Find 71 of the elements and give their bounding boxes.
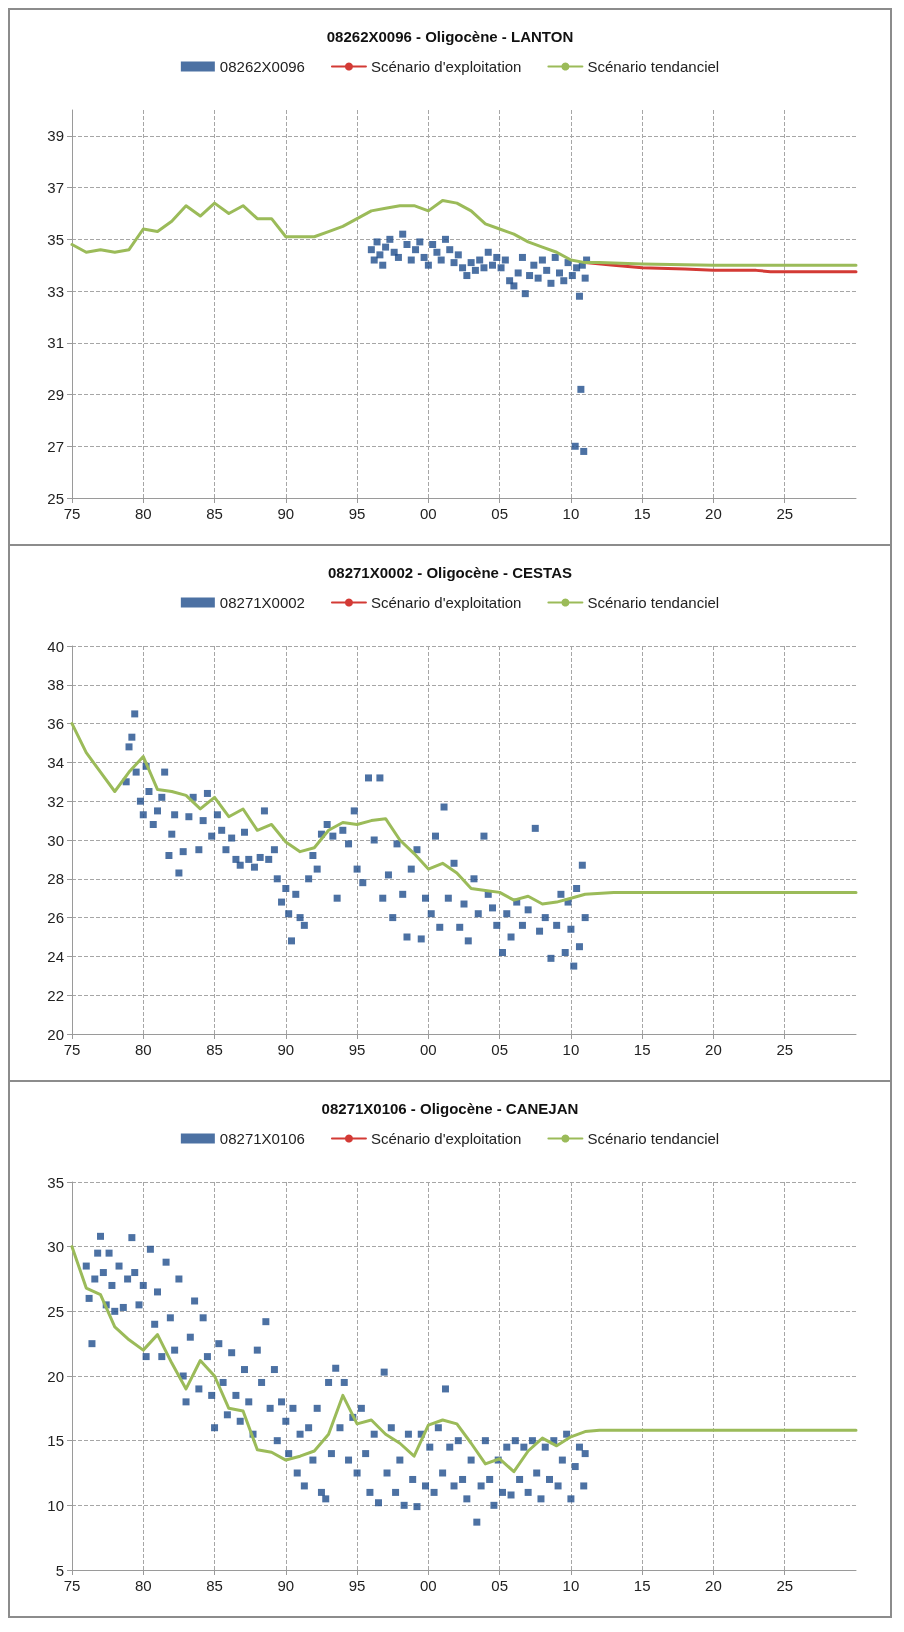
x-tick-label: 20 (705, 1577, 722, 1594)
x-tick-label: 80 (134, 1577, 152, 1594)
x-tick-label: 10 (562, 1577, 580, 1594)
chart-title: 08271X0106 - Oligocène - CANEJAN (321, 1100, 579, 1117)
y-tick-label: 36 (47, 715, 64, 733)
x-tick-label: 05 (491, 1041, 508, 1058)
x-tick-label: 15 (633, 505, 651, 522)
x-tick-label: 10 (562, 505, 580, 522)
x-tick-label: 95 (348, 1041, 366, 1058)
y-tick-label: 25 (47, 1302, 64, 1320)
y-tick-label: 30 (47, 831, 64, 849)
y-tick-label: 22 (47, 986, 64, 1004)
x-tick-label: 80 (134, 1041, 152, 1058)
legend-label: Scénario d'exploitation (370, 58, 522, 75)
x-tick-label: 95 (348, 1577, 366, 1594)
y-tick-label: 40 (47, 637, 64, 655)
chart-title: 08262X0096 - Oligocène - LANTON (326, 28, 574, 45)
x-tick-label: 90 (277, 505, 295, 522)
y-tick-label: 32 (47, 792, 64, 810)
y-tick-label: 34 (47, 753, 64, 771)
legend-label: 08262X0096 (219, 58, 305, 75)
y-tick-label: 5 (55, 1561, 64, 1579)
y-tick-label: 27 (47, 437, 64, 455)
x-tick-label: 75 (63, 505, 81, 522)
chart-title: 08271X0002 - Oligocène - CESTAS (328, 564, 572, 581)
y-tick-label: 10 (47, 1496, 64, 1514)
x-tick-label: 80 (134, 505, 152, 522)
legend-label: Scénario tendanciel (587, 1130, 720, 1147)
y-tick-label: 24 (47, 947, 64, 965)
x-tick-label: 05 (491, 1577, 508, 1594)
y-tick-label: 20 (47, 1367, 64, 1385)
x-tick-label: 90 (277, 1041, 295, 1058)
x-tick-label: 00 (420, 1577, 437, 1594)
x-tick-label: 85 (206, 1577, 223, 1594)
x-tick-label: 25 (776, 1041, 794, 1058)
x-tick-label: 00 (420, 505, 437, 522)
legend-label: Scénario tendanciel (587, 594, 720, 611)
x-tick-label: 15 (633, 1041, 651, 1058)
x-tick-label: 20 (705, 1041, 722, 1058)
y-tick-label: 33 (47, 282, 64, 300)
x-tick-label: 10 (562, 1041, 580, 1058)
x-tick-label: 85 (206, 505, 223, 522)
legend-label: Scénario d'exploitation (370, 1130, 522, 1147)
y-tick-label: 15 (47, 1432, 64, 1450)
legend-label: Scénario d'exploitation (370, 594, 522, 611)
y-tick-label: 20 (47, 1025, 64, 1043)
x-tick-label: 75 (63, 1577, 81, 1594)
x-tick-label: 75 (63, 1041, 81, 1058)
y-tick-label: 31 (47, 334, 64, 352)
x-tick-label: 85 (206, 1041, 223, 1058)
x-tick-label: 90 (277, 1577, 295, 1594)
x-tick-label: 20 (705, 505, 722, 522)
x-tick-label: 25 (776, 505, 794, 522)
y-tick-label: 30 (47, 1238, 64, 1256)
x-tick-label: 25 (776, 1577, 794, 1594)
y-tick-label: 39 (47, 127, 64, 145)
y-tick-label: 28 (47, 870, 64, 888)
x-tick-label: 15 (633, 1577, 651, 1594)
x-tick-label: 00 (420, 1041, 437, 1058)
legend-label: 08271X0106 (219, 1130, 305, 1147)
legend-label: 08271X0002 (219, 594, 305, 611)
y-tick-label: 38 (47, 676, 64, 694)
y-tick-label: 37 (47, 179, 64, 197)
y-tick-label: 35 (47, 230, 64, 248)
x-tick-label: 05 (491, 505, 508, 522)
x-tick-label: 95 (348, 505, 366, 522)
y-tick-label: 29 (47, 386, 64, 404)
y-tick-label: 26 (47, 909, 64, 927)
legend-label: Scénario tendanciel (587, 58, 720, 75)
y-tick-label: 35 (47, 1173, 64, 1191)
y-tick-label: 25 (47, 489, 64, 507)
